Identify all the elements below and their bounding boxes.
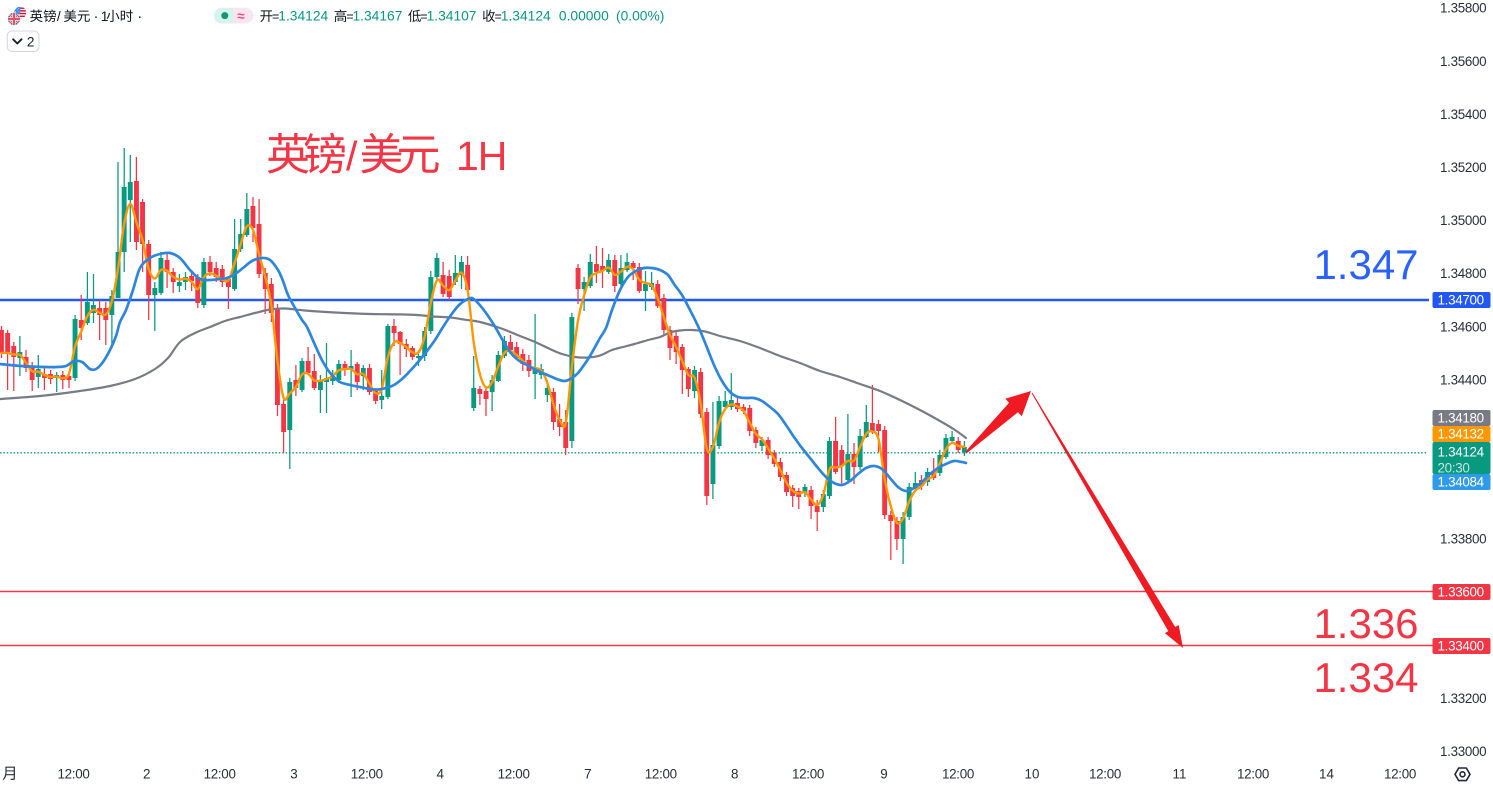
- svg-text:11: 11: [1173, 767, 1187, 782]
- svg-text:12:00: 12:00: [351, 767, 383, 782]
- svg-text:1.334: 1.334: [1313, 654, 1418, 701]
- svg-text:1: 1: [101, 9, 109, 24]
- svg-text:12:00: 12:00: [204, 767, 236, 782]
- svg-text:4: 4: [436, 767, 444, 782]
- svg-text:12:00: 12:00: [1237, 767, 1269, 782]
- svg-text:/: /: [57, 9, 61, 24]
- svg-text:1.34107: 1.34107: [427, 9, 477, 24]
- svg-text:2: 2: [143, 767, 150, 782]
- svg-text:10: 10: [1025, 767, 1040, 782]
- svg-text:12:00: 12:00: [1089, 767, 1121, 782]
- svg-text:1H: 1H: [456, 133, 506, 179]
- svg-text:9: 9: [880, 767, 887, 782]
- svg-text:3: 3: [290, 767, 297, 782]
- svg-text:1.34800: 1.34800: [1440, 266, 1486, 281]
- svg-text:7: 7: [584, 767, 591, 782]
- svg-text:1.34167: 1.34167: [353, 9, 403, 24]
- svg-text:1.34700: 1.34700: [1438, 293, 1484, 308]
- svg-text:1.35000: 1.35000: [1440, 213, 1486, 228]
- svg-text:(0.00%): (0.00%): [616, 9, 664, 24]
- svg-text:12:00: 12:00: [645, 767, 677, 782]
- svg-text:1.35800: 1.35800: [1440, 1, 1486, 16]
- svg-text:=: =: [272, 9, 279, 23]
- svg-text:0.00000: 0.00000: [559, 9, 609, 24]
- svg-text:1.34600: 1.34600: [1440, 319, 1486, 334]
- svg-text:1.33200: 1.33200: [1440, 691, 1486, 706]
- svg-text:12:00: 12:00: [57, 767, 89, 782]
- svg-text:12:00: 12:00: [1384, 767, 1416, 782]
- svg-text:1.33000: 1.33000: [1440, 744, 1486, 759]
- svg-text:=: =: [346, 9, 353, 23]
- svg-text:1.35600: 1.35600: [1440, 54, 1486, 69]
- svg-text:1.34124: 1.34124: [501, 9, 551, 24]
- svg-text:12:00: 12:00: [942, 767, 974, 782]
- svg-text:12:00: 12:00: [498, 767, 530, 782]
- svg-text:1.34132: 1.34132: [1438, 427, 1484, 442]
- svg-text:·: ·: [137, 8, 142, 25]
- svg-text:≈: ≈: [237, 8, 245, 23]
- svg-text:=: =: [420, 9, 427, 23]
- svg-text:·: ·: [94, 8, 99, 25]
- svg-text:=: =: [495, 9, 502, 23]
- svg-text:1.34084: 1.34084: [1438, 475, 1485, 490]
- svg-text:1.33800: 1.33800: [1440, 532, 1486, 547]
- svg-text:2: 2: [27, 34, 35, 49]
- svg-text:1.34180: 1.34180: [1438, 411, 1484, 426]
- svg-text:1.35400: 1.35400: [1440, 107, 1486, 122]
- svg-text:1.33600: 1.33600: [1438, 585, 1484, 600]
- svg-text:/: /: [346, 133, 358, 179]
- svg-text:20:30: 20:30: [1438, 461, 1470, 476]
- svg-text:1.336: 1.336: [1313, 600, 1418, 647]
- svg-text:1.34124: 1.34124: [278, 9, 328, 24]
- svg-text:1.33400: 1.33400: [1438, 639, 1484, 654]
- svg-text:1.35200: 1.35200: [1440, 160, 1486, 175]
- svg-text:1.347: 1.347: [1313, 241, 1418, 288]
- svg-text:1.34400: 1.34400: [1440, 372, 1486, 387]
- svg-text:12:00: 12:00: [792, 767, 824, 782]
- svg-text:1.34124: 1.34124: [1438, 445, 1485, 460]
- svg-text:8: 8: [731, 767, 738, 782]
- svg-text:14: 14: [1319, 767, 1334, 782]
